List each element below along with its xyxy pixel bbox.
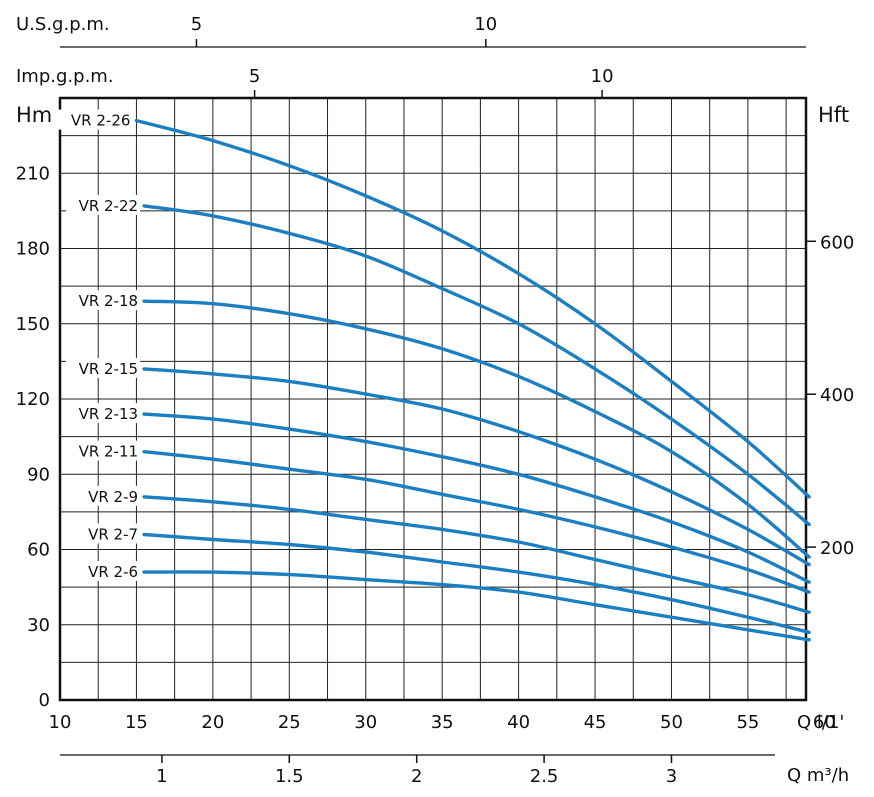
curve-label-vr-2-18: VR 2-18 <box>79 292 139 310</box>
us-gpm-unit-label: U.S.g.p.m. <box>16 14 110 35</box>
right-tick-label: 400 <box>820 385 854 406</box>
flow-lmin-unit-label: Q l/1' <box>797 712 844 733</box>
us-gpm-tick-label: 5 <box>191 14 202 35</box>
flow-lmin-tick-label: 30 <box>354 712 377 733</box>
right-tick-label: 200 <box>820 538 854 559</box>
flow-lmin-tick-label: 20 <box>201 712 224 733</box>
left-tick-label: 90 <box>27 464 50 485</box>
left-tick-label: 60 <box>27 540 50 561</box>
curve-vr-2-11 <box>142 450 811 594</box>
flow-lmin-tick-label: 10 <box>49 712 72 733</box>
curve-label-bg <box>66 403 141 424</box>
curve-vr-2-9 <box>142 495 811 614</box>
flow-lmin-tick-label: 50 <box>660 712 683 733</box>
plot-frame <box>58 96 808 702</box>
curve-label-bg <box>66 290 141 311</box>
curve-label-vr-2-15: VR 2-15 <box>79 360 139 378</box>
left-tick-label: 120 <box>16 389 50 410</box>
curve-vr-2-15 <box>142 367 811 567</box>
curve-vr-2-7 <box>142 532 811 634</box>
flow-lmin-tick-label: 25 <box>278 712 301 733</box>
curve-vr-2-13 <box>142 412 811 584</box>
flow-lmin-tick-label: 45 <box>584 712 607 733</box>
curve-label-vr-2-7: VR 2-7 <box>88 525 138 543</box>
flow-lmin-tick-label: 40 <box>507 712 530 733</box>
left-tick-label: 0 <box>39 690 50 711</box>
flow-m3h-ticks: 1 1.5 2 2.5 3 <box>156 755 677 787</box>
curve-label-bg <box>66 194 141 215</box>
flow-lmin-tick-label: 55 <box>736 712 759 733</box>
us-gpm-tick-label: 10 <box>474 14 497 35</box>
curve-vr-2-18 <box>142 299 811 559</box>
left-tick-label: 210 <box>16 163 50 184</box>
right-axis-ticks: 200 400 600 <box>806 232 854 559</box>
pump-curves: VR 2-26 VR 2-22 VR 2-18 VR 2-15 VR 2-13 VR 2-… <box>58 109 811 642</box>
grid <box>60 98 806 700</box>
left-axis-ticks: 0 30 60 90 120 150 180 210 <box>16 163 50 711</box>
us-gpm-ticks: 5 10 <box>191 14 497 47</box>
imp-gpm-unit-label: Imp.g.p.m. <box>16 66 114 87</box>
flow-m3h-tick-label: 1 <box>156 766 167 787</box>
right-axis-unit-label: Hft <box>818 103 849 127</box>
left-tick-label: 180 <box>16 239 50 260</box>
flow-m3h-tick-label: 1.5 <box>275 766 304 787</box>
flow-m3h-tick-label: 2 <box>411 766 422 787</box>
curve-label-vr-2-6: VR 2-6 <box>88 563 138 581</box>
flow-m3h-unit-label: Q m³/h <box>787 765 849 786</box>
imp-gpm-tick-label: 10 <box>591 66 614 87</box>
curve-label-bg <box>66 561 141 582</box>
curve-vr-2-6 <box>142 570 811 642</box>
curve-label-bg <box>66 357 141 378</box>
imp-gpm-tick-label: 5 <box>249 66 260 87</box>
curve-label-bg <box>66 440 141 461</box>
left-axis-unit-label: Hm <box>16 103 52 127</box>
curve-label-vr-2-26: VR 2-26 <box>71 112 131 130</box>
flow-lmin-tick-label: 60 <box>813 712 836 733</box>
flow-m3h-tick-label: 2.5 <box>530 766 559 787</box>
curve-label-bg <box>58 109 133 130</box>
flow-lmin-tick-label: 35 <box>431 712 454 733</box>
curve-vr-2-26 <box>134 118 811 499</box>
curve-vr-2-22 <box>142 204 811 527</box>
right-tick-label: 600 <box>820 232 854 253</box>
left-tick-label: 30 <box>27 615 50 636</box>
curve-label-bg <box>66 523 141 544</box>
curve-label-vr-2-22: VR 2-22 <box>79 197 139 215</box>
curve-label-vr-2-9: VR 2-9 <box>88 488 138 506</box>
curve-label-vr-2-13: VR 2-13 <box>79 405 139 423</box>
curve-label-bg <box>66 485 141 506</box>
flow-lmin-ticks: 10 15 20 25 30 35 40 45 50 55 60 <box>49 712 836 733</box>
left-tick-label: 150 <box>16 314 50 335</box>
curve-label-vr-2-11: VR 2-11 <box>79 443 139 461</box>
imp-gpm-ticks: 5 10 <box>249 66 614 98</box>
flow-m3h-tick-label: 3 <box>666 766 677 787</box>
flow-lmin-tick-label: 15 <box>125 712 148 733</box>
